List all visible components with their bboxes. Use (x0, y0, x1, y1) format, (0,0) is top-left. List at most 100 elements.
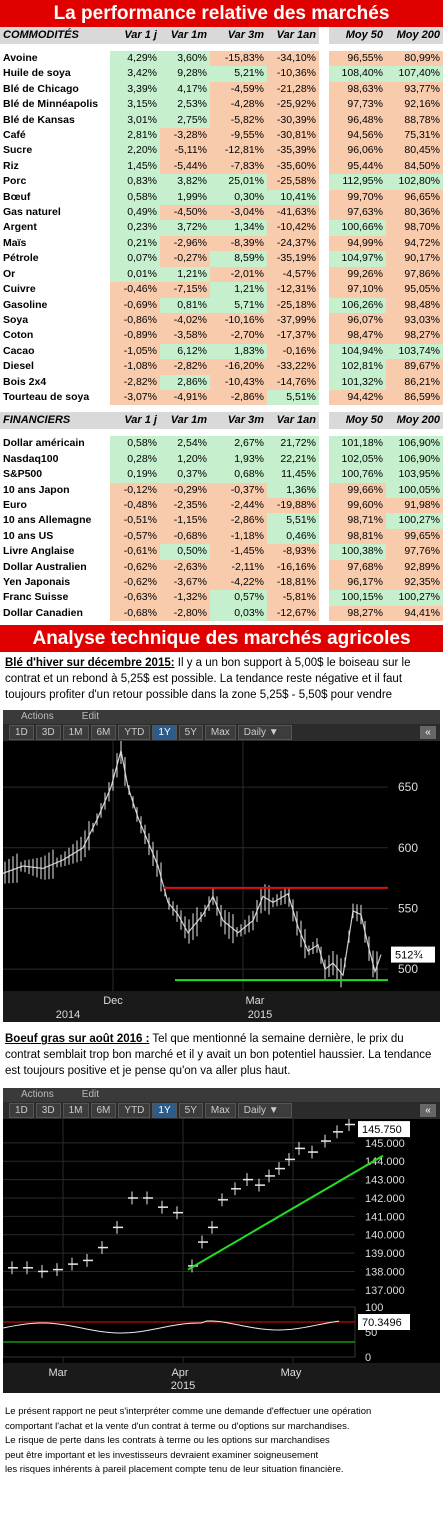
cell-value: -0,48% (110, 497, 160, 514)
spacer (319, 205, 329, 221)
cell-value: -0,89% (110, 328, 160, 344)
timeframe-ytd[interactable]: YTD (118, 1103, 151, 1119)
timeframe-1y[interactable]: 1Y (152, 1103, 177, 1119)
cell-value: 99,66% (329, 482, 386, 498)
cell-value: -0,86% (110, 312, 160, 329)
cell-value: 89,67% (386, 359, 443, 375)
cell-value: 0,01% (110, 266, 160, 283)
table-row: Diesel -1,08% -2,82% -16,20% -33,22% 102,81% 8… (0, 359, 443, 375)
cell-value: 9,28% (160, 66, 210, 82)
cell-value: 92,16% (386, 97, 443, 113)
row-label: 10 ans Allemagne (0, 513, 110, 529)
x-year-label: 2015 (248, 1009, 272, 1021)
spacer (319, 27, 329, 44)
analysis-title: Analyse technique des marchés agricoles (0, 625, 443, 653)
cell-value: -10,43% (210, 374, 267, 390)
cell-value: 98,27% (329, 605, 386, 622)
cell-value: 98,81% (329, 528, 386, 545)
row-label: 10 ans US (0, 528, 110, 545)
cell-value: 96,55% (329, 51, 386, 67)
spacer (319, 235, 329, 252)
cell-value: -4,91% (160, 389, 210, 406)
timeframe-1d[interactable]: 1D (9, 725, 34, 741)
cell-value: 2,54% (160, 436, 210, 452)
cell-value: 94,41% (386, 605, 443, 622)
cell-value: -2,96% (160, 235, 210, 252)
timeframe-6m[interactable]: 6M (90, 725, 117, 741)
cell-value: -0,62% (110, 559, 160, 575)
table-row: Blé de Minnéapolis 3,15% 2,53% -4,28% -25,92… (0, 97, 443, 113)
cell-value: -9,55% (210, 128, 267, 144)
cell-value: 2,81% (110, 128, 160, 144)
spacer (319, 451, 329, 468)
cell-value: 1,20% (160, 451, 210, 468)
spacer (319, 143, 329, 159)
cell-value: 94,56% (329, 128, 386, 144)
cell-value: -5,11% (160, 143, 210, 159)
spacer (319, 590, 329, 606)
x-year-label: 2015 (171, 1380, 195, 1392)
cell-value: 22,21% (267, 451, 319, 468)
table-row: Argent 0,23% 3,72% 1,34% -10,42% 100,66% 98,70… (0, 220, 443, 236)
spacer (319, 513, 329, 529)
cell-value: -41,63% (267, 205, 319, 221)
table-row: Porc 0,83% 3,82% 25,01% -25,58% 112,95% 102,80… (0, 174, 443, 190)
cell-value: 108,40% (329, 66, 386, 82)
cell-value: 101,32% (329, 374, 386, 390)
row-label: Blé de Kansas (0, 112, 110, 129)
disclaimer-line: Le présent rapport ne peut s'interpréter… (5, 1406, 372, 1418)
cell-value: -12,67% (267, 605, 319, 622)
spacer (319, 374, 329, 390)
cell-value: 3,01% (110, 112, 160, 129)
cell-value: -16,20% (210, 359, 267, 375)
interval-dropdown[interactable]: Daily ▼ (237, 1103, 292, 1119)
x-month-label: May (281, 1367, 302, 1379)
chart-nav-button[interactable]: « (420, 1104, 436, 1118)
actions-menu[interactable]: Actions (21, 711, 54, 723)
timeframe-3d[interactable]: 3D (35, 725, 61, 741)
table-row: Franc Suisse -0,63% -1,32% 0,57% -5,81% 100,1… (0, 590, 443, 606)
actions-menu[interactable]: Actions (21, 1089, 54, 1101)
cell-value: 104,94% (329, 343, 386, 360)
x-month-label: Mar (246, 995, 265, 1007)
timeframe-1m[interactable]: 1M (62, 725, 89, 741)
table-row: Café 2,81% -3,28% -9,55% -30,81% 94,56% 75,31% (0, 128, 443, 144)
cell-value: 3,60% (160, 51, 210, 67)
spacer (319, 266, 329, 283)
cell-value: -10,42% (267, 220, 319, 236)
edit-menu[interactable]: Edit (81, 1089, 100, 1101)
spacer (319, 112, 329, 129)
cell-value: 88,78% (386, 112, 443, 129)
timeframe-ytd[interactable]: YTD (118, 725, 151, 741)
rsi-value-label: 70.3496 (362, 1317, 402, 1329)
timeframe-1m[interactable]: 1M (62, 1103, 89, 1119)
x-axis-area (3, 1363, 440, 1394)
spacer (319, 81, 329, 98)
cell-value: 96,06% (329, 143, 386, 159)
timeframe-max[interactable]: Max (204, 1103, 236, 1119)
spacer (319, 51, 329, 67)
row-label: Avoine (0, 51, 110, 67)
timeframe-1d[interactable]: 1D (9, 1103, 34, 1119)
interval-dropdown[interactable]: Daily ▼ (237, 725, 292, 741)
timeframe-5y[interactable]: 5Y (178, 725, 203, 741)
timeframe-6m[interactable]: 6M (90, 1103, 117, 1119)
cell-value: 3,15% (110, 97, 160, 113)
cell-value: -1,08% (110, 359, 160, 375)
edit-menu[interactable]: Edit (81, 711, 100, 723)
row-label: Dollar Australien (0, 559, 110, 575)
cell-value: 1,83% (210, 343, 267, 360)
timeframe-3d[interactable]: 3D (35, 1103, 61, 1119)
timeframe-5y[interactable]: 5Y (178, 1103, 203, 1119)
chart-nav-button[interactable]: « (420, 726, 436, 740)
timeframe-1y[interactable]: 1Y (152, 725, 177, 741)
cell-value: -35,60% (267, 158, 319, 175)
spacer (319, 528, 329, 545)
table-row: Pétrole 0,07% -0,27% 8,59% -35,19% 104,97% 90,… (0, 251, 443, 267)
cell-value: 1,34% (210, 220, 267, 236)
timeframe-max[interactable]: Max (204, 725, 236, 741)
row-label: Livre Anglaise (0, 544, 110, 560)
cell-value: -0,68% (110, 605, 160, 622)
x-month-label: Mar (49, 1367, 68, 1379)
